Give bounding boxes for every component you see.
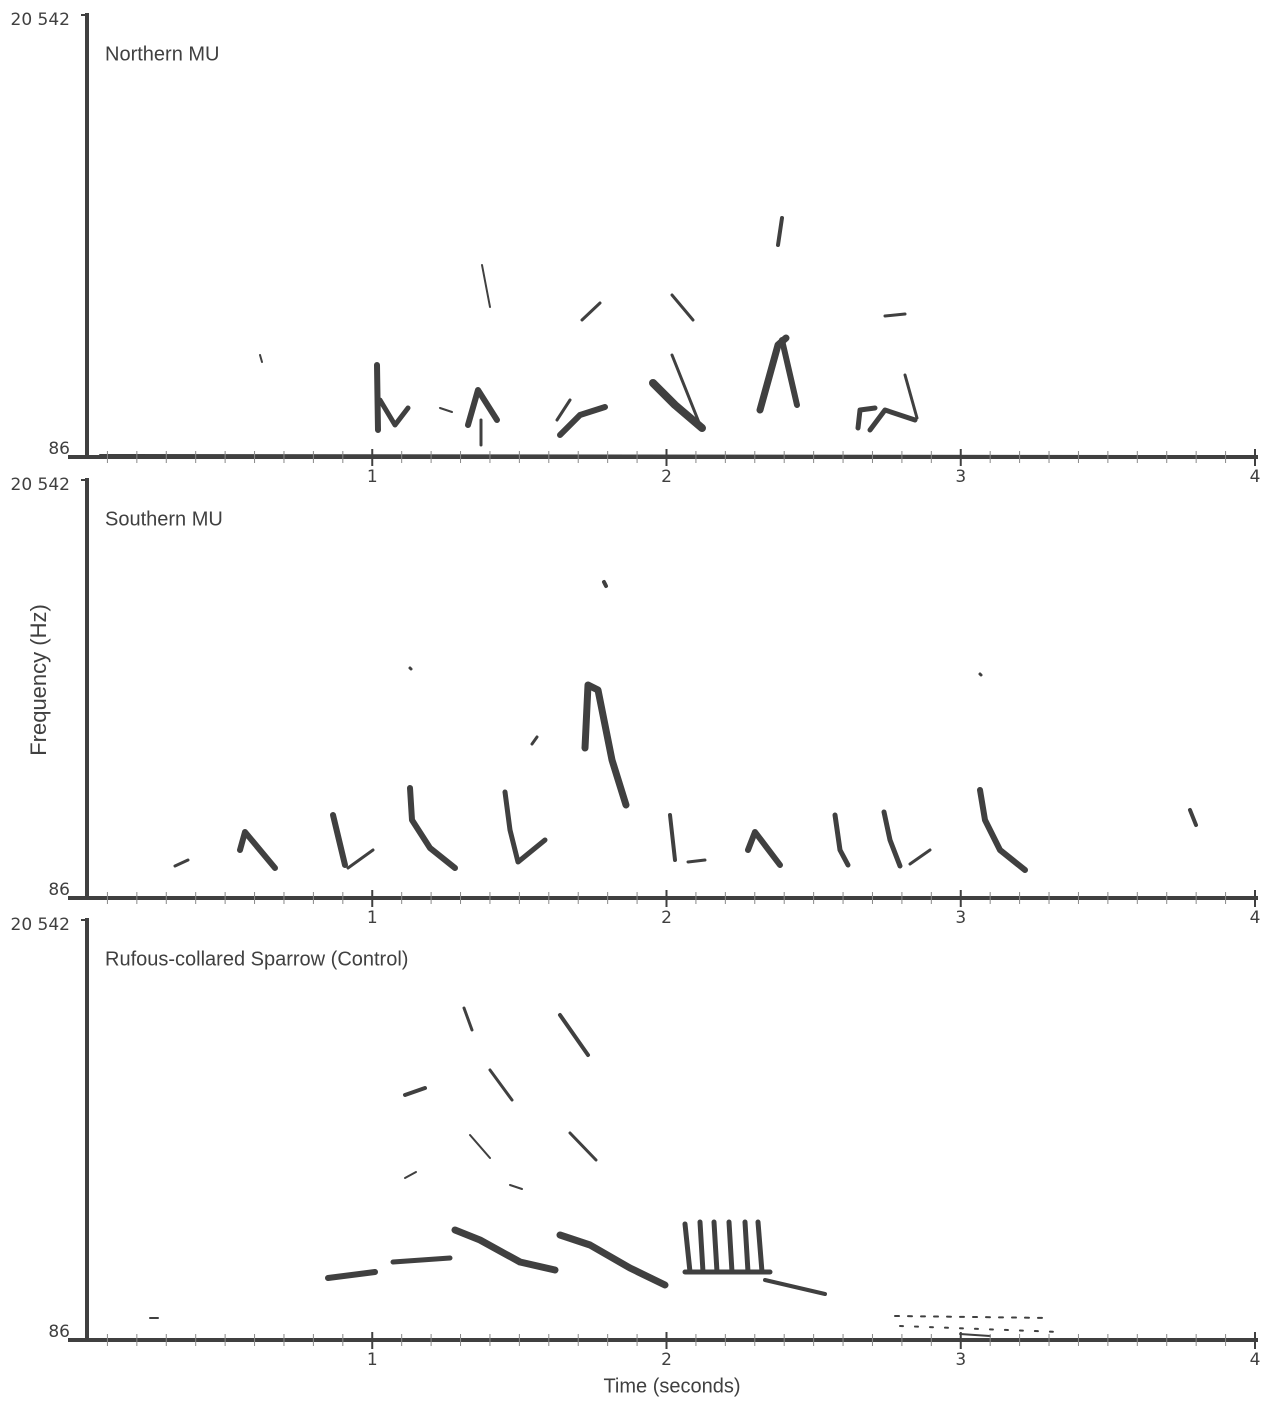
x-tick-label: 4 bbox=[1250, 467, 1261, 487]
y-tick-label: 20 542 bbox=[11, 10, 70, 30]
y-axis-label: Frequency (Hz) bbox=[26, 604, 51, 756]
x-tick-label: 2 bbox=[661, 467, 672, 487]
x-axis-label: Time (seconds) bbox=[603, 1375, 740, 1397]
y-tick-label: 20 542 bbox=[11, 475, 70, 495]
x-tick-label: 3 bbox=[955, 467, 966, 487]
y-tick-label: 86 bbox=[48, 1322, 70, 1342]
x-tick-label: 3 bbox=[955, 908, 966, 928]
x-tick-label: 3 bbox=[955, 1350, 966, 1370]
x-tick-label: 2 bbox=[661, 908, 672, 928]
y-tick-label: 20 542 bbox=[11, 915, 70, 935]
panel-title: Rufous-collared Sparrow (Control) bbox=[105, 948, 408, 970]
x-tick-label: 1 bbox=[367, 908, 378, 928]
x-tick-label: 4 bbox=[1250, 908, 1261, 928]
panel-title: Southern MU bbox=[105, 508, 223, 530]
panel-title: Northern MU bbox=[105, 43, 219, 65]
y-tick-label: 86 bbox=[48, 880, 70, 900]
x-tick-label: 4 bbox=[1250, 1350, 1261, 1370]
x-tick-label: 2 bbox=[661, 1350, 672, 1370]
x-tick-label: 1 bbox=[367, 1350, 378, 1370]
y-tick-label: 86 bbox=[48, 439, 70, 459]
spectrogram-traces bbox=[99, 216, 1198, 1337]
x-tick-label: 1 bbox=[367, 467, 378, 487]
